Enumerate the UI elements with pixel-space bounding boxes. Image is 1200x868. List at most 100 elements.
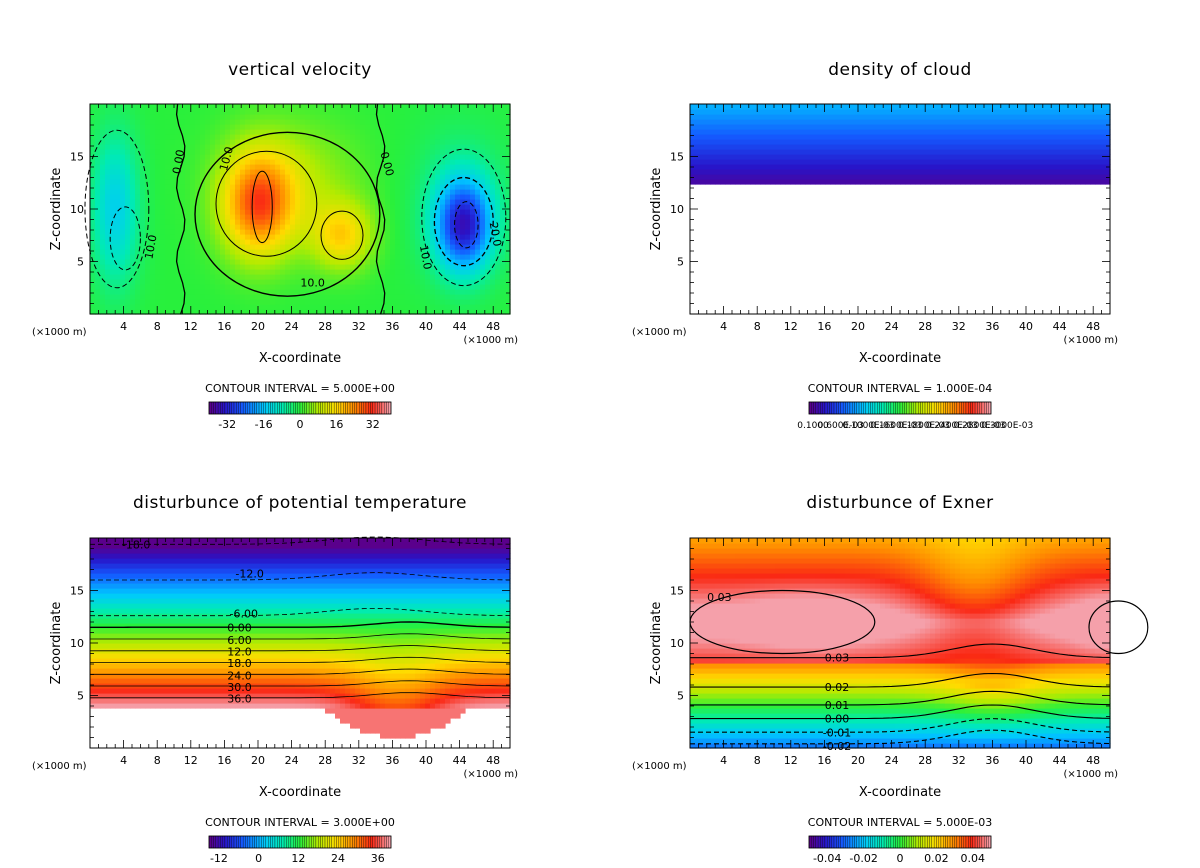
heatmap-cell (380, 274, 386, 280)
heatmap-cell (290, 124, 296, 130)
heatmap-cell (100, 249, 106, 255)
heatmap-cell (770, 124, 776, 130)
heatmap-cell (830, 114, 836, 120)
heatmap-cell (105, 114, 111, 120)
heatmap-cell (200, 309, 206, 315)
heatmap-cell (940, 114, 946, 120)
heatmap-cell (335, 109, 341, 115)
heatmap-cell (200, 199, 206, 205)
heatmap-cell (925, 124, 931, 130)
heatmap-cell (170, 244, 176, 250)
heatmap-cell (390, 239, 396, 245)
heatmap-cell (775, 179, 781, 185)
heatmap-cell (120, 309, 126, 315)
heatmap-cell (465, 159, 471, 165)
heatmap-cell (935, 139, 941, 145)
heatmap-cell (135, 134, 141, 140)
heatmap-cell (315, 174, 321, 180)
heatmap-cell (430, 269, 436, 275)
heatmap-cell (120, 224, 126, 230)
heatmap-cell (500, 249, 506, 255)
heatmap-cell (815, 114, 821, 120)
heatmap-cell (420, 114, 426, 120)
heatmap-cell (1030, 114, 1036, 120)
heatmap-cell (355, 294, 361, 300)
heatmap-cell (985, 159, 991, 165)
heatmap-cell (190, 294, 196, 300)
heatmap-cell (840, 119, 846, 125)
heatmap-cell (790, 134, 796, 140)
heatmap-cell (195, 284, 201, 290)
heatmap-cell (250, 259, 256, 265)
heatmap-cell (755, 119, 761, 125)
heatmap-cell (400, 139, 406, 145)
heatmap-cell (175, 114, 181, 120)
heatmap-cell (220, 104, 226, 110)
heatmap-cell (180, 234, 186, 240)
heatmap-cell (815, 179, 821, 185)
heatmap-cell (415, 284, 421, 290)
heatmap-cell (200, 224, 206, 230)
heatmap-cell (360, 209, 366, 215)
colorbar-label: 0 (297, 418, 304, 431)
heatmap-cell (120, 249, 126, 255)
colorbar-swatch (381, 401, 385, 415)
heatmap-cell (975, 174, 981, 180)
heatmap-cell (1030, 169, 1036, 175)
heatmap-cell (920, 129, 926, 135)
heatmap-cell (1040, 114, 1046, 120)
heatmap-cell (165, 159, 171, 165)
heatmap-cell (345, 269, 351, 275)
heatmap-cell (330, 269, 336, 275)
heatmap-cell (95, 104, 101, 110)
heatmap-cell (465, 109, 471, 115)
heatmap-cell (925, 154, 931, 160)
heatmap-cell (165, 309, 171, 315)
heatmap-cell (490, 169, 496, 175)
heatmap-cell (700, 179, 706, 185)
heatmap-cell (225, 194, 231, 200)
heatmap-cell (410, 294, 416, 300)
heatmap-cell (430, 214, 436, 220)
heatmap-cell (430, 234, 436, 240)
heatmap-cell (165, 229, 171, 235)
heatmap-cell (945, 164, 951, 170)
heatmap-cell (125, 214, 131, 220)
heatmap-cell (745, 169, 751, 175)
heatmap-cell (200, 219, 206, 225)
heatmap-cell (825, 114, 831, 120)
heatmap-cell (290, 109, 296, 115)
heatmap-cell (830, 149, 836, 155)
heatmap-cell (300, 234, 306, 240)
heatmap-cell (475, 244, 481, 250)
heatmap-cell (210, 244, 216, 250)
colorbar-label: -16 (255, 418, 273, 431)
heatmap-cell (875, 124, 881, 130)
heatmap-cell (245, 114, 251, 120)
heatmap-cell (340, 214, 346, 220)
heatmap-cell (930, 164, 936, 170)
heatmap-cell (475, 149, 481, 155)
heatmap-cell (915, 104, 921, 110)
heatmap-cell (930, 149, 936, 155)
heatmap-cell (270, 199, 276, 205)
heatmap-cell (305, 309, 311, 315)
heatmap-cell (785, 104, 791, 110)
heatmap-cell (290, 274, 296, 280)
heatmap-cell (280, 239, 286, 245)
heatmap-cell (200, 259, 206, 265)
heatmap-cell (100, 309, 106, 315)
heatmap-cell (405, 304, 411, 310)
heatmap-cell (1055, 144, 1061, 150)
heatmap-cell (1000, 159, 1006, 165)
heatmap-cell (280, 219, 286, 225)
heatmap-cell (315, 169, 321, 175)
heatmap-cell (180, 129, 186, 135)
heatmap-cell (305, 244, 311, 250)
heatmap-cell (420, 274, 426, 280)
heatmap-cell (750, 159, 756, 165)
heatmap-cell (285, 164, 291, 170)
heatmap-cell (365, 149, 371, 155)
heatmap-cell (845, 164, 851, 170)
heatmap-cell (105, 139, 111, 145)
